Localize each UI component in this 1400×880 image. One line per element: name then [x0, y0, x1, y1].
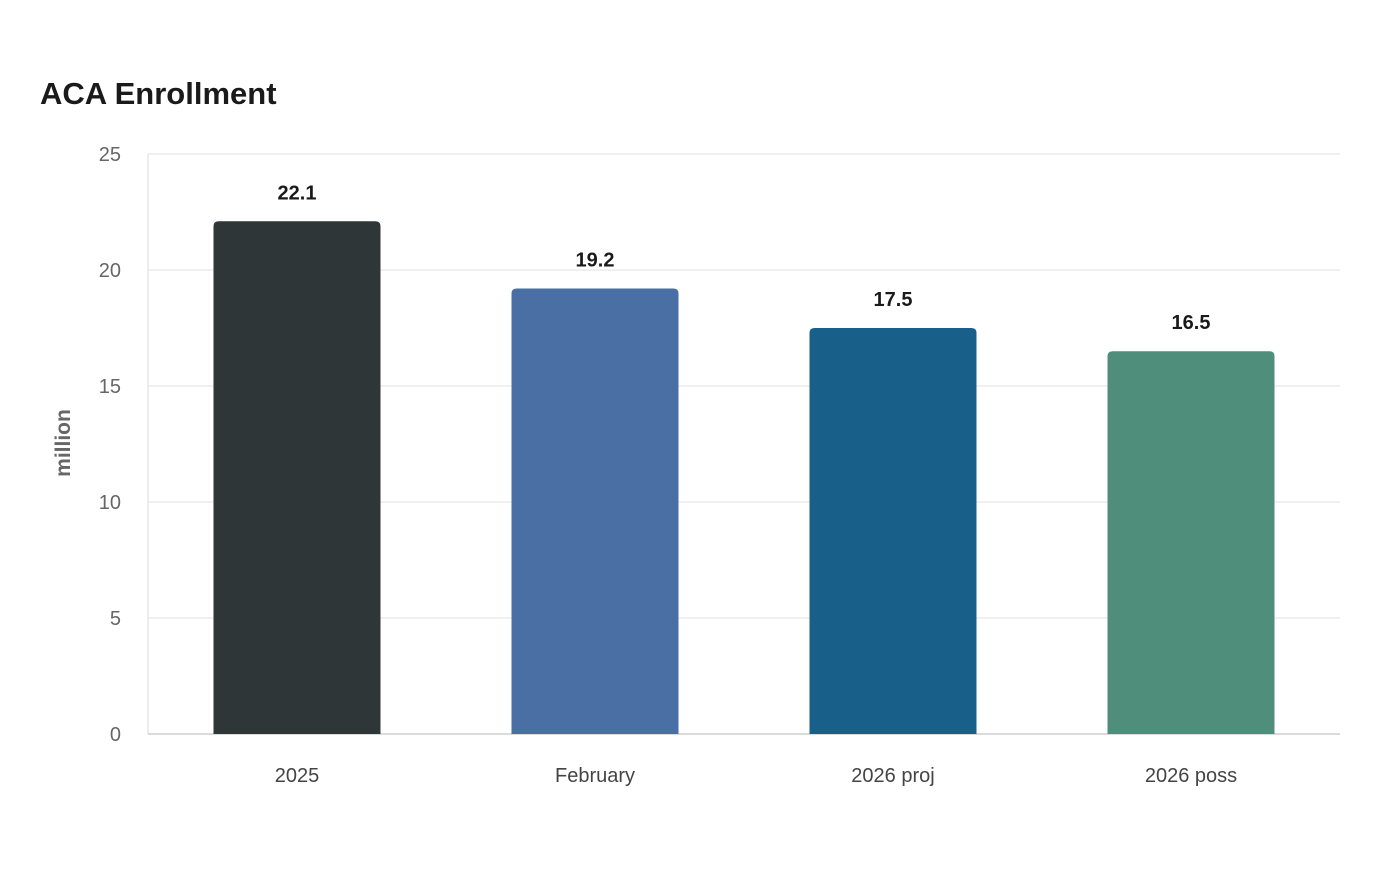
data-label: 17.5 — [874, 289, 913, 311]
y-tick-label: 15 — [99, 376, 121, 398]
bar-february — [511, 288, 679, 734]
x-tick-label: 2026 poss — [1145, 765, 1237, 787]
y-tick-label: 20 — [99, 260, 121, 282]
x-tick-label: 2025 — [275, 765, 320, 787]
data-label: 19.2 — [576, 250, 615, 272]
x-tick-label: 2026 proj — [851, 765, 934, 787]
y-tick-label: 0 — [110, 724, 121, 746]
bar-2026-proj — [809, 328, 977, 734]
y-tick-label: 10 — [99, 492, 121, 514]
chart-title: ACA Enrollment — [40, 76, 277, 111]
y-axis-title: million — [52, 409, 75, 477]
y-tick-label: 5 — [110, 608, 121, 630]
data-label: 22.1 — [278, 182, 317, 204]
data-label: 16.5 — [1172, 312, 1211, 334]
bar-2025 — [213, 221, 381, 734]
x-tick-label: February — [555, 765, 635, 787]
y-tick-label: 25 — [99, 144, 121, 166]
bars — [213, 221, 1275, 734]
bar-2026-poss — [1107, 351, 1275, 734]
